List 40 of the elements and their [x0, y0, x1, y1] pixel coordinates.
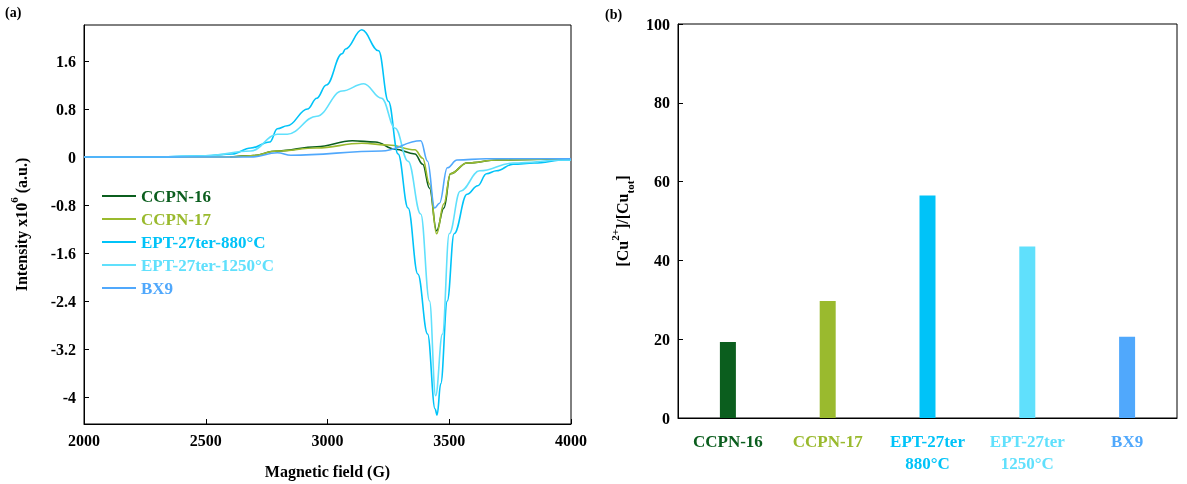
y-tick-label: -1.6 — [50, 244, 76, 262]
line-series — [83, 140, 572, 209]
y-tick-label: 1.6 — [56, 52, 76, 70]
x-tick-label: CCPN-17 — [792, 431, 864, 451]
legend-label: EPT-27ter-1250°C — [141, 255, 275, 275]
x-tick-label: 3000 — [311, 431, 344, 449]
y-tick-label: 100 — [646, 15, 670, 33]
x-tick-label: EPT-27ter 1250°C — [989, 431, 1066, 473]
chart-title: (a) — [5, 4, 22, 21]
y-tick-label: 40 — [654, 251, 670, 269]
legend-label: CCPN-17 — [141, 209, 212, 229]
x-tick-label: 2000 — [68, 431, 100, 449]
y-tick-label: -4 — [62, 388, 76, 406]
chart-title: (b) — [605, 6, 623, 23]
y-axis-title: [Cu2+]/[Cutot] — [608, 175, 636, 267]
x-tick-label: EPT-27ter 880°C — [890, 431, 966, 473]
x-tick-label: 2500 — [189, 431, 222, 449]
y-tick-label: 0 — [68, 148, 76, 166]
legend-label: EPT-27ter-880°C — [141, 232, 266, 252]
bar — [719, 341, 736, 418]
y-tick-label: 80 — [654, 94, 670, 112]
y-tick-label: -0.8 — [50, 196, 76, 214]
legend-label: BX9 — [141, 278, 174, 298]
y-tick-label: 0.8 — [56, 100, 76, 118]
x-tick-label: BX9 — [1111, 431, 1144, 451]
y-tick-label: -3.2 — [50, 340, 76, 358]
y-tick-label: 60 — [654, 173, 670, 191]
bar — [819, 300, 836, 418]
x-axis-title: Magnetic field (G) — [264, 462, 391, 481]
bar — [1119, 336, 1136, 418]
bar — [1019, 246, 1036, 418]
y-axis-title: Intensity x106 (a.u.) — [7, 157, 31, 292]
x-tick-label: CCPN-16 — [692, 431, 763, 451]
y-tick-label: 0 — [662, 409, 670, 427]
y-tick-label: -2.4 — [50, 292, 76, 310]
x-tick-label: 3500 — [433, 431, 466, 449]
y-tick-label: 20 — [654, 330, 670, 348]
bar — [919, 195, 936, 418]
x-tick-label: 4000 — [555, 431, 587, 449]
legend-label: CCPN-16 — [141, 186, 211, 206]
